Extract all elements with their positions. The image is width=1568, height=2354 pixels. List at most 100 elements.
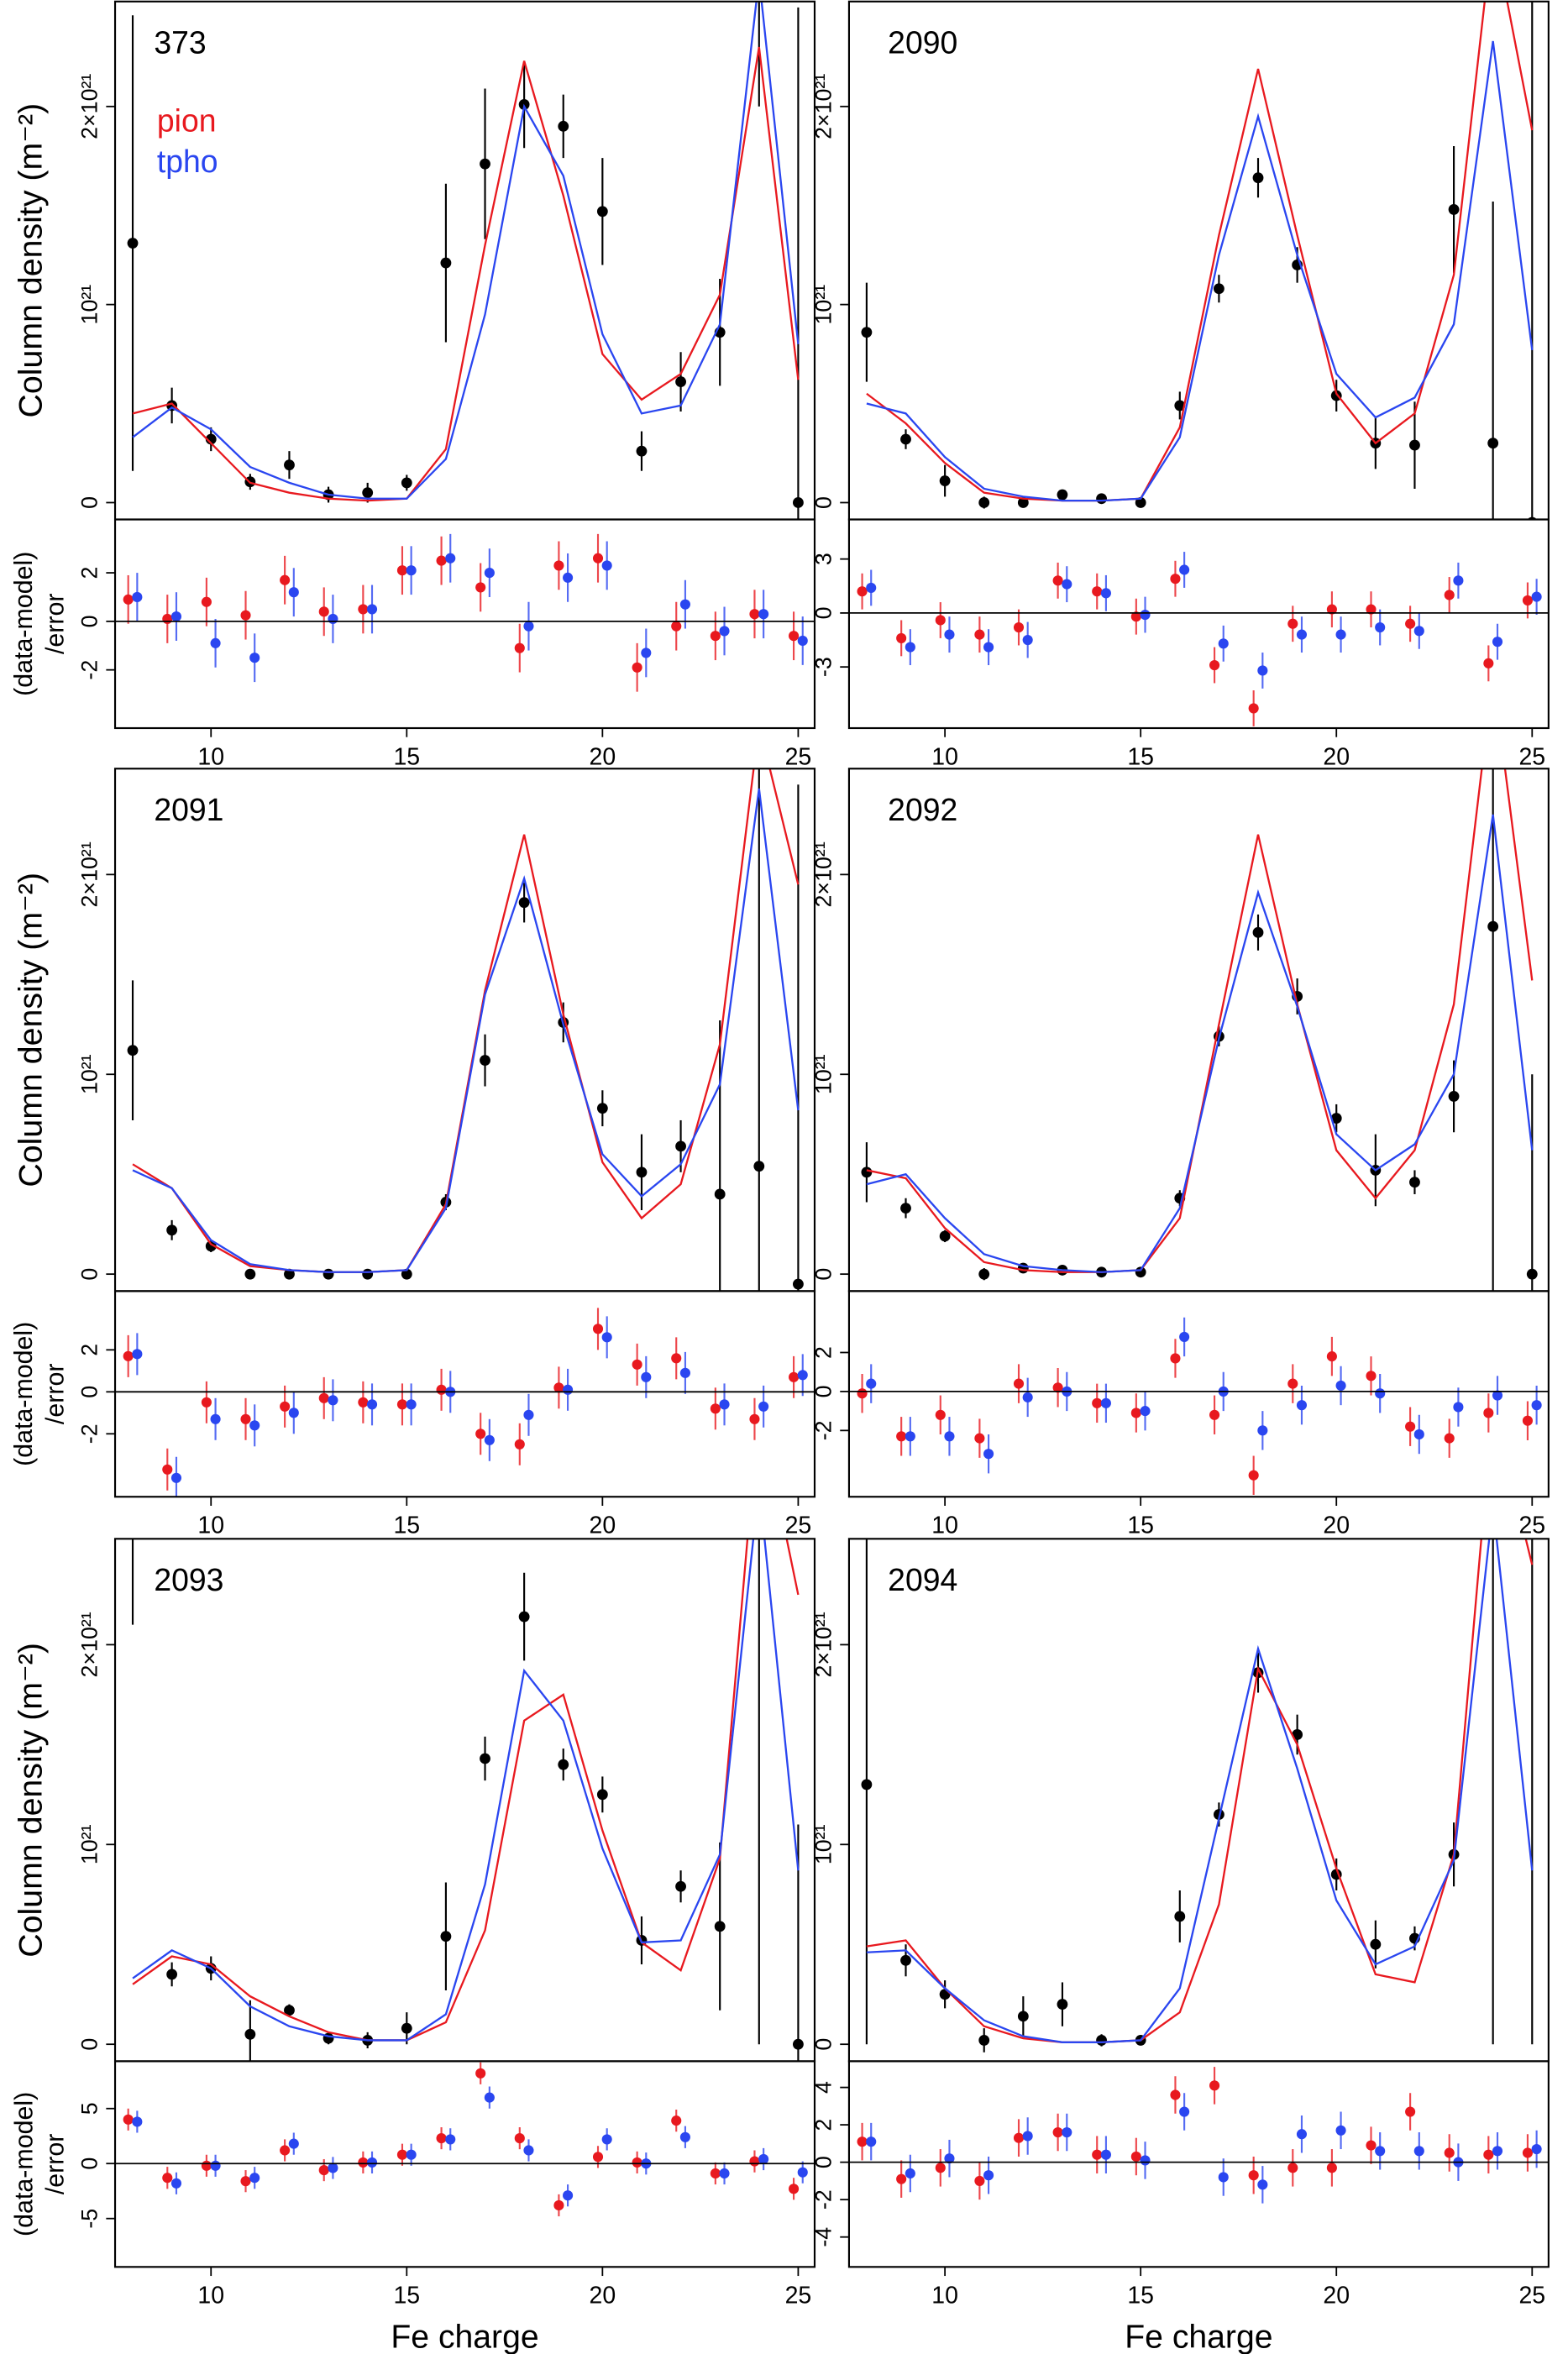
data-point: [1170, 1353, 1181, 1364]
data-point: [366, 604, 378, 615]
data-point: [1017, 497, 1029, 508]
data-point: [366, 1399, 378, 1410]
panel: -4 -2 0 2 4 10 15 20 25 Fe charge: [811, 2060, 1550, 2354]
data-point: [1052, 2126, 1063, 2138]
data-point: [1057, 489, 1068, 501]
x-tick-label: 10: [931, 743, 958, 770]
data-point: [201, 596, 212, 607]
y-tick-label: 3: [811, 553, 836, 565]
data-point: [592, 2152, 604, 2163]
data-point: [710, 2168, 721, 2179]
data-point: [1413, 1429, 1424, 1440]
data-point: [288, 1408, 299, 1418]
data-point: [719, 1399, 730, 1410]
data-point: [1174, 1911, 1186, 1922]
data-point: [675, 376, 686, 388]
data-point: [475, 1429, 486, 1439]
data-point: [935, 1409, 946, 1420]
y-tick-label: 2×10²¹: [811, 1612, 836, 1677]
data-point: [679, 2131, 690, 2142]
plot-area: [127, 1, 804, 520]
data-point: [523, 1409, 534, 1420]
data-point: [1522, 1415, 1533, 1426]
panel-label: 373: [154, 24, 206, 60]
data-point: [475, 2068, 486, 2079]
data-point: [978, 1268, 990, 1280]
data-point: [939, 475, 951, 486]
x-tick-label: 20: [590, 743, 616, 770]
data-point: [793, 1278, 804, 1290]
data-point: [1209, 2080, 1220, 2091]
y-axis-label: (data-model): [10, 1322, 38, 1466]
data-point: [1252, 926, 1264, 938]
data-point: [514, 2133, 525, 2144]
data-point: [1453, 575, 1464, 586]
data-point: [406, 1399, 417, 1410]
data-point: [1405, 2106, 1416, 2117]
data-point: [1013, 1378, 1025, 1389]
data-point: [1062, 579, 1072, 590]
plot-area: [123, 1308, 808, 1497]
y-tick-label: 0: [77, 1268, 102, 1281]
model-line: [132, 768, 800, 1273]
data-point: [210, 637, 221, 648]
data-point: [1522, 595, 1533, 606]
data-point: [1179, 564, 1190, 575]
data-point: [205, 433, 217, 445]
data-point: [484, 1434, 495, 1445]
y-tick-label: 2: [811, 2119, 836, 2131]
model-line: [132, 1539, 800, 2042]
x-tick-label: 15: [1127, 2283, 1154, 2309]
data-point: [1296, 629, 1308, 640]
data-point: [558, 1759, 569, 1770]
data-point: [563, 572, 574, 583]
data-point: [1370, 1938, 1382, 1950]
data-point: [749, 2156, 760, 2167]
plot-area: [123, 2062, 808, 2217]
data-point: [358, 2157, 369, 2168]
y-tick-label: 2: [811, 1346, 836, 1359]
y-tick-label: 5: [77, 2102, 102, 2115]
data-point: [1527, 1439, 1538, 1450]
data-point: [1257, 2179, 1268, 2190]
data-point: [1375, 621, 1386, 633]
data-point: [1487, 920, 1499, 932]
data-point: [714, 1188, 726, 1200]
data-point: [861, 1167, 873, 1178]
data-point: [1531, 1400, 1542, 1411]
data-point: [170, 1472, 182, 1483]
x-tick-label: 15: [1127, 743, 1154, 770]
x-tick-label: 10: [931, 2283, 958, 2309]
plot-area: [861, 1, 1537, 520]
model-line: [866, 1539, 1534, 2043]
data-point: [596, 1789, 608, 1801]
data-point: [797, 635, 808, 647]
data-point: [1375, 2146, 1386, 2157]
data-point: [210, 2160, 221, 2171]
data-point: [328, 613, 338, 625]
plot-area: [857, 2067, 1542, 2204]
data-point: [553, 2199, 564, 2211]
panel: 0 10²¹ 2×10²¹ 2094: [811, 1439, 1550, 2063]
axes-frame: [113, 1538, 816, 2063]
data-point: [592, 553, 604, 564]
data-point: [1092, 2149, 1103, 2160]
data-point: [1453, 1402, 1464, 1413]
data-point: [710, 631, 721, 642]
data-point: [632, 1359, 642, 1370]
data-point: [978, 2034, 990, 2046]
data-point: [401, 477, 412, 489]
legend-entry: pion: [157, 102, 217, 138]
data-point: [935, 2163, 946, 2173]
data-point: [1248, 2170, 1259, 2181]
data-point: [1218, 2172, 1229, 2183]
y-tick-label: 2×10²¹: [77, 74, 102, 139]
y-tick-label: 4: [811, 2081, 836, 2094]
data-point: [166, 1969, 178, 1980]
data-point: [1492, 1390, 1503, 1401]
y-tick-label: 0: [811, 1268, 836, 1281]
data-point: [1257, 1425, 1268, 1436]
y-tick-label: 0: [811, 2038, 836, 2051]
